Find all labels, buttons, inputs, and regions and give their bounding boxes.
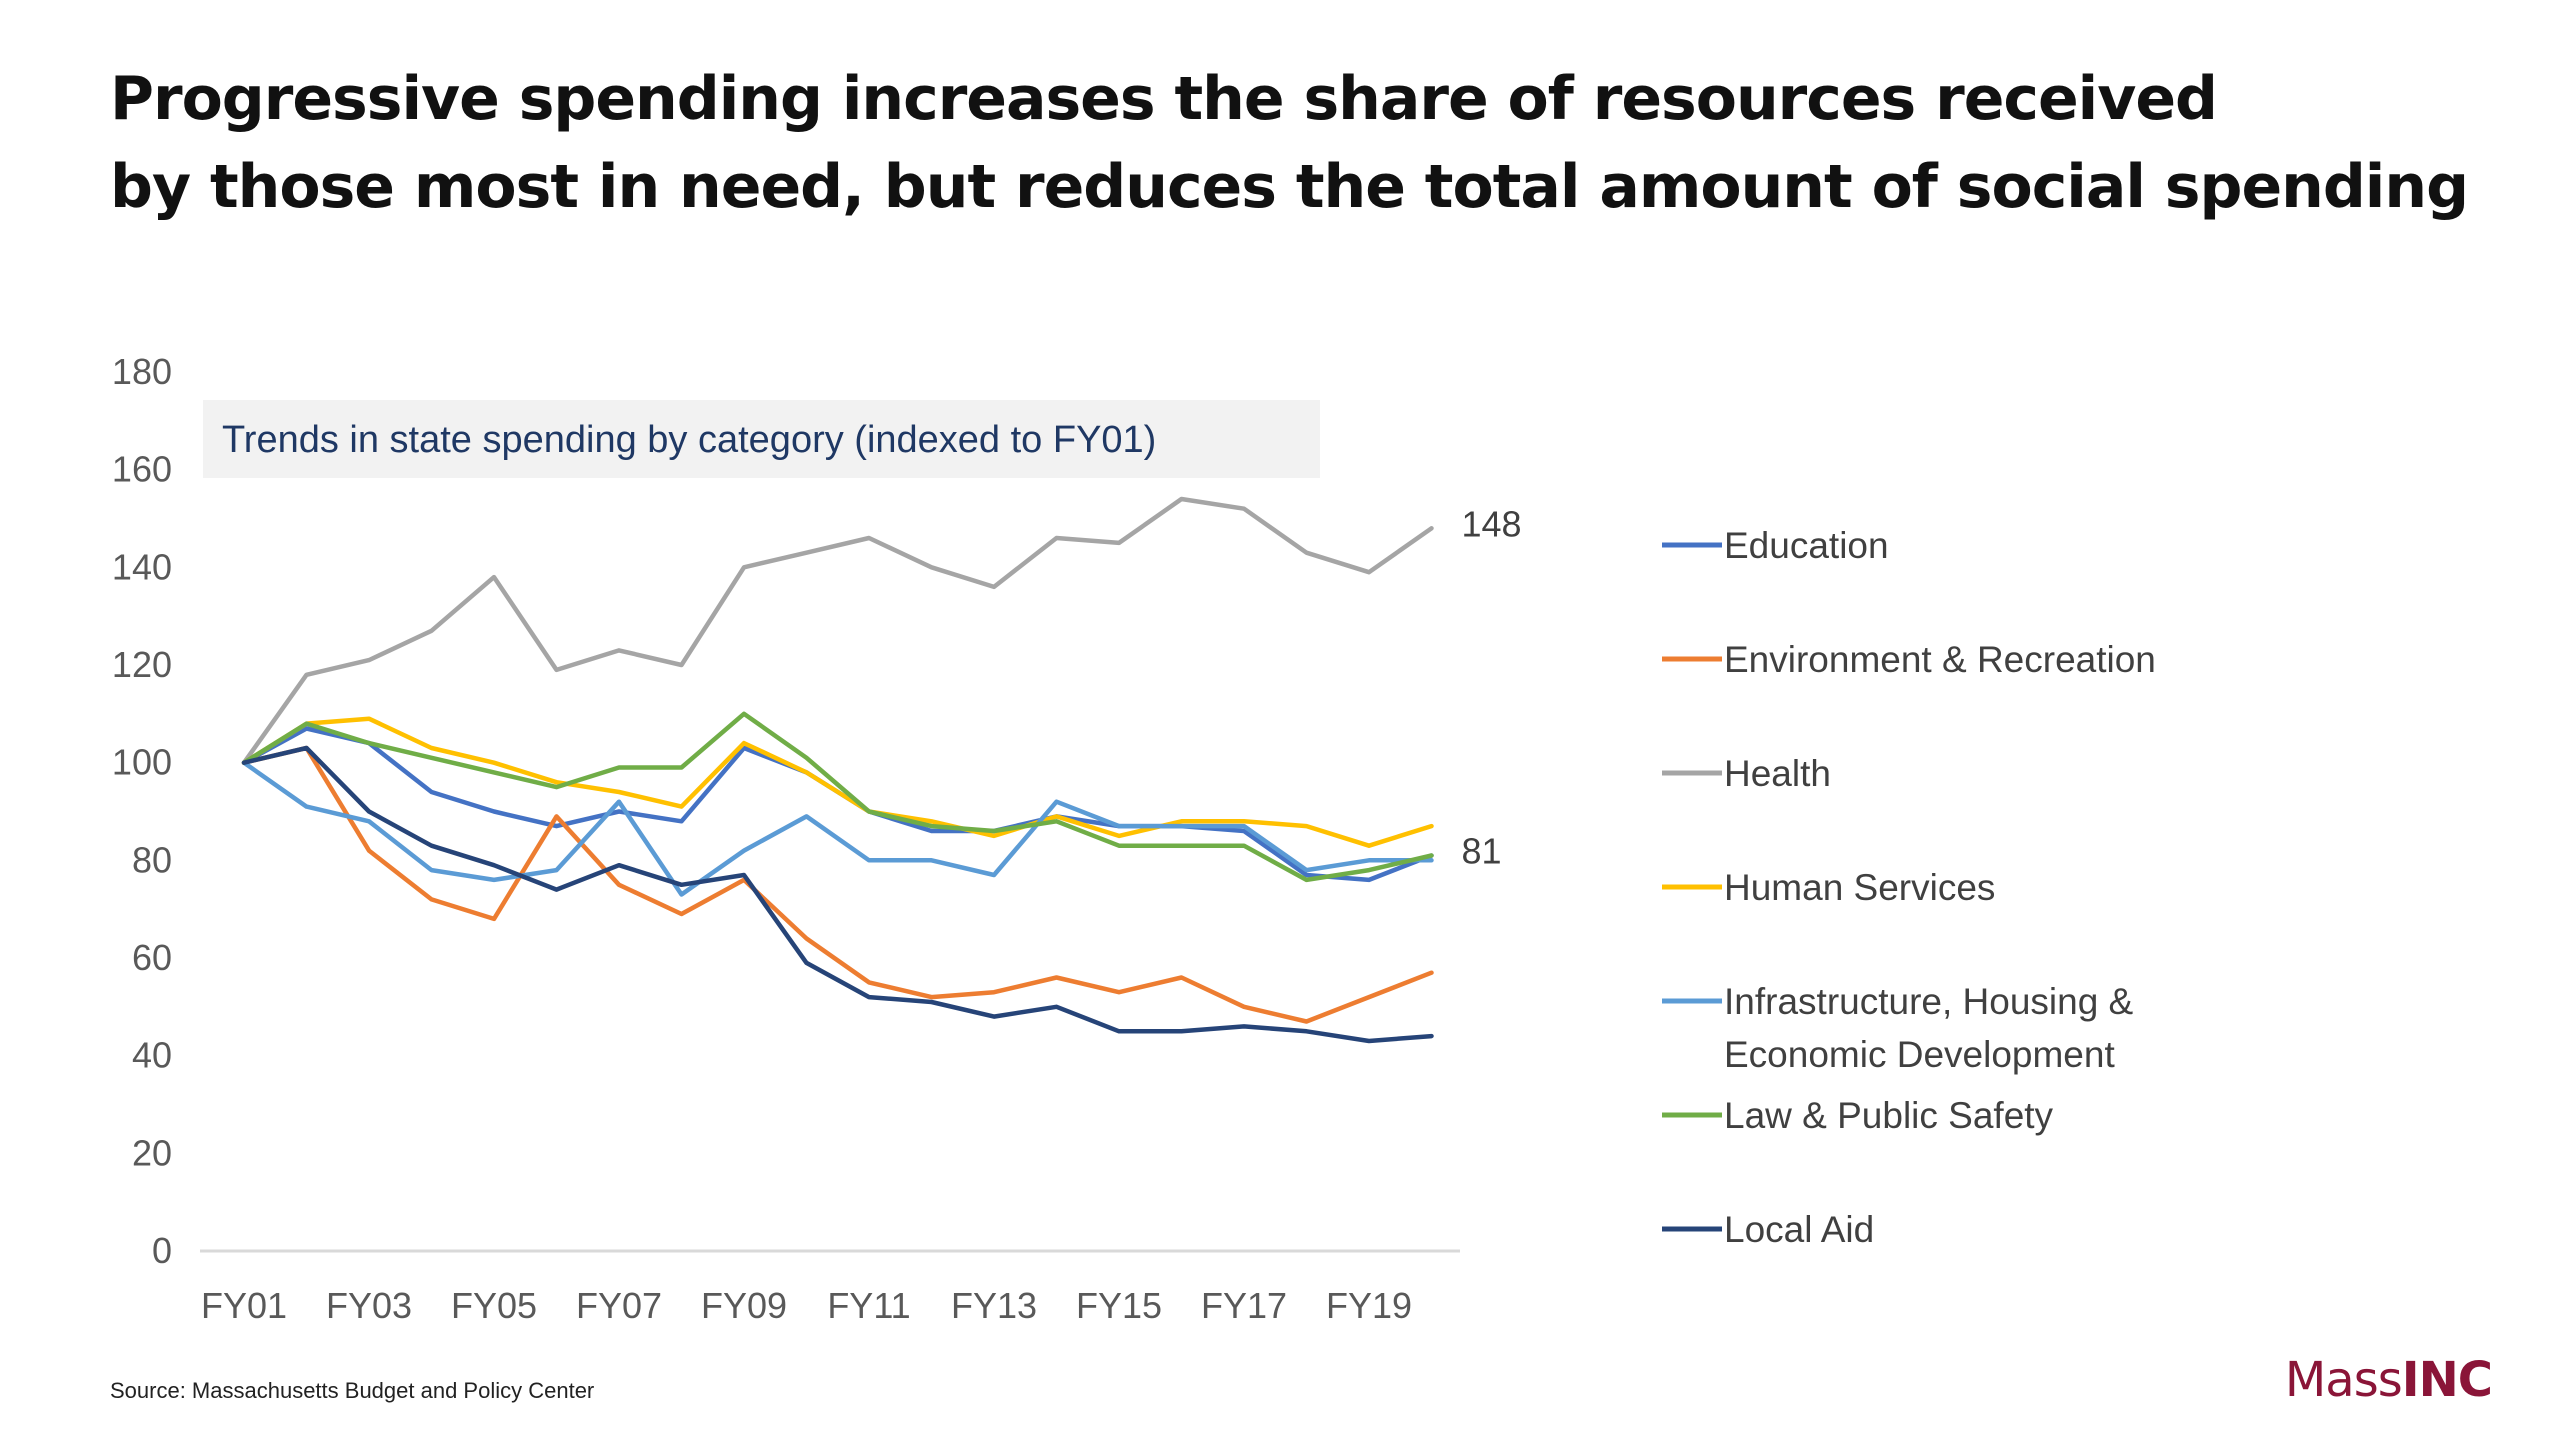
legend-label: Education (1724, 525, 1889, 566)
legend-label: Economic Development (1724, 1034, 2115, 1075)
series-line-health (241, 496, 1434, 765)
y-axis: 0 20 40 60 80 100 120 140 160 180 (112, 351, 172, 1271)
x-tick-label: FY15 (1076, 1285, 1162, 1326)
legend-label: Human Services (1724, 867, 1995, 908)
logo-inc: INC (2401, 1352, 2493, 1408)
x-tick-label: FY19 (1326, 1285, 1412, 1326)
headline-line-2: by those most in need, but reduces the t… (110, 152, 2469, 222)
end-labels: 148 81 (1462, 503, 1522, 871)
series-line-environment-recreation (241, 745, 1434, 1024)
y-tick-label: 40 (132, 1035, 172, 1076)
x-tick-label: FY05 (451, 1285, 537, 1326)
y-tick-label: 100 (112, 742, 172, 783)
x-tick-label: FY07 (576, 1285, 662, 1326)
headline-line-1: Progressive spending increases the share… (110, 64, 2218, 134)
x-tick-label: FY13 (951, 1285, 1037, 1326)
y-tick-label: 80 (132, 839, 172, 880)
end-value-label: 148 (1462, 503, 1522, 544)
x-tick-label: FY01 (201, 1285, 287, 1326)
legend-label: Health (1724, 753, 1831, 794)
chart-title-box (203, 400, 1320, 478)
series-line-education (241, 726, 1434, 883)
legend: Education Environment & Recreation Health H… (1662, 525, 2156, 1250)
x-tick-label: FY11 (827, 1285, 910, 1326)
y-tick-label: 120 (112, 644, 172, 685)
plot-area (241, 496, 1434, 1044)
legend-label: Local Aid (1724, 1209, 1874, 1250)
series-line-local-aid (241, 745, 1434, 1044)
y-tick-label: 0 (152, 1230, 172, 1271)
x-tick-label: FY09 (701, 1285, 787, 1326)
logo-mass: Mass (2284, 1352, 2403, 1408)
headline: Progressive spending increases the share… (110, 55, 2490, 231)
legend-label: Environment & Recreation (1724, 639, 2156, 680)
series-line-infrastructure-housing-economic-development (241, 760, 1434, 897)
series-line-human-services (241, 716, 1434, 848)
x-axis: FY01 FY03 FY05 FY07 FY09 FY11 FY13 FY15 FY17 FY19 (201, 1285, 1412, 1326)
y-tick-label: 20 (132, 1132, 172, 1173)
y-tick-label: 60 (132, 937, 172, 978)
y-tick-label: 160 (112, 449, 172, 490)
source-note: Source: Massachusetts Budget and Policy … (110, 1378, 595, 1403)
chart-title: Trends in state spending by category (in… (222, 419, 1156, 461)
series-line-law-public-safety (241, 711, 1434, 883)
y-tick-label: 180 (112, 351, 172, 392)
x-tick-label: FY17 (1201, 1285, 1287, 1326)
legend-label: Infrastructure, Housing & (1724, 981, 2134, 1022)
massinc-logo: MassINC (2284, 1352, 2493, 1408)
x-tick-label: FY03 (326, 1285, 412, 1326)
y-tick-label: 140 (112, 546, 172, 587)
end-value-label: 81 (1462, 830, 1502, 871)
legend-label: Law & Public Safety (1724, 1095, 2054, 1136)
